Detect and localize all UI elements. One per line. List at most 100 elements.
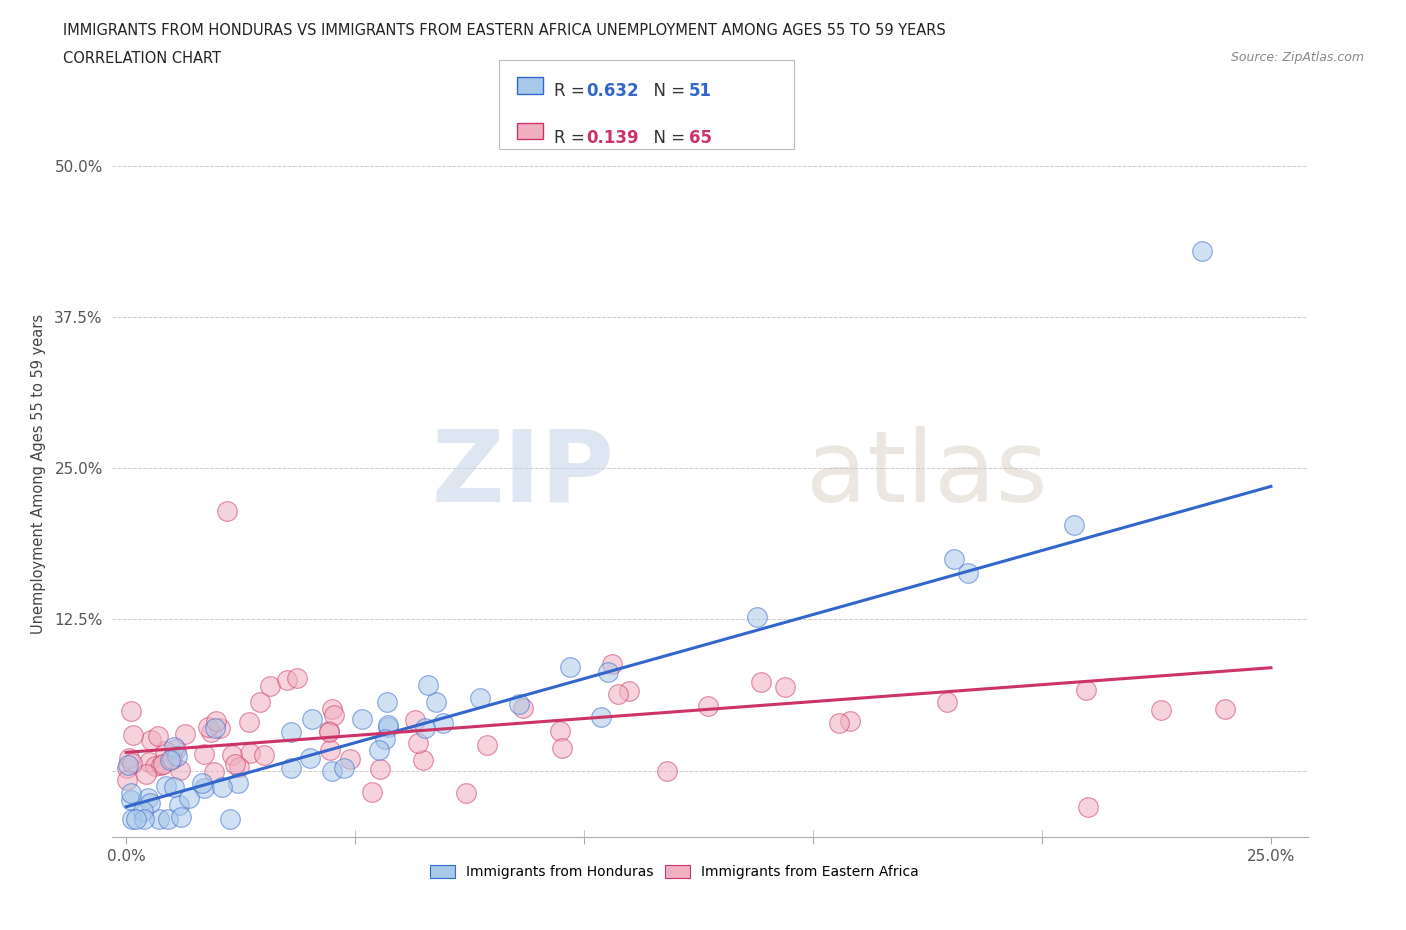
Point	[169, 763, 191, 777]
Point	[221, 747, 243, 762]
Point	[606, 686, 628, 701]
Text: R =: R =	[554, 82, 591, 100]
Text: R =: R =	[554, 129, 591, 147]
Point	[408, 736, 430, 751]
Text: 65: 65	[689, 129, 711, 147]
Point	[454, 786, 477, 801]
Point	[368, 743, 391, 758]
Point	[412, 752, 434, 767]
Point	[163, 780, 186, 795]
Text: 0.632: 0.632	[586, 82, 638, 100]
Point	[747, 609, 769, 624]
Text: 51: 51	[689, 82, 711, 100]
Point	[321, 764, 343, 778]
Text: N =: N =	[643, 82, 690, 100]
Point	[259, 678, 281, 693]
Point	[145, 759, 167, 774]
Point	[956, 565, 979, 580]
Point	[773, 679, 796, 694]
Point	[170, 809, 193, 824]
Point	[121, 728, 143, 743]
Text: N =: N =	[643, 129, 690, 147]
Point	[318, 724, 340, 738]
Point	[120, 786, 142, 801]
Point	[339, 751, 361, 766]
Point	[318, 724, 340, 739]
Point	[224, 757, 246, 772]
Point	[360, 785, 382, 800]
Point	[299, 751, 322, 765]
Point	[173, 726, 195, 741]
Text: 0.139: 0.139	[586, 129, 638, 147]
Point	[115, 761, 138, 776]
Point	[1077, 800, 1099, 815]
Point	[179, 791, 201, 806]
Point	[416, 678, 439, 693]
Point	[377, 718, 399, 733]
Point	[160, 751, 183, 766]
Point	[209, 721, 232, 736]
Point	[432, 716, 454, 731]
Point	[551, 740, 574, 755]
Point	[169, 797, 191, 812]
Y-axis label: Unemployment Among Ages 55 to 59 years: Unemployment Among Ages 55 to 59 years	[31, 314, 46, 634]
Point	[139, 732, 162, 747]
Point	[120, 704, 142, 719]
Point	[120, 792, 142, 807]
Point	[197, 720, 219, 735]
Point	[1150, 702, 1173, 717]
Point	[600, 657, 623, 671]
Point	[368, 762, 391, 777]
Point	[253, 748, 276, 763]
Point	[135, 766, 157, 781]
Point	[211, 779, 233, 794]
Point	[226, 776, 249, 790]
Text: IMMIGRANTS FROM HONDURAS VS IMMIGRANTS FROM EASTERN AFRICA UNEMPLOYMENT AMONG AG: IMMIGRANTS FROM HONDURAS VS IMMIGRANTS F…	[63, 23, 946, 38]
Point	[1213, 701, 1236, 716]
Point	[238, 714, 260, 729]
Point	[598, 665, 620, 680]
Point	[548, 724, 571, 738]
Point	[1191, 244, 1213, 259]
Point	[165, 741, 187, 756]
Point	[839, 714, 862, 729]
Point	[138, 754, 160, 769]
Point	[558, 659, 581, 674]
Point	[202, 764, 225, 779]
Point	[321, 702, 343, 717]
Point	[280, 761, 302, 776]
Point	[377, 720, 399, 735]
Point	[319, 743, 342, 758]
Point	[655, 764, 678, 778]
Point	[404, 713, 426, 728]
Point	[155, 779, 177, 794]
Point	[477, 737, 499, 752]
Point	[942, 551, 965, 566]
Point	[219, 811, 242, 827]
Legend: Immigrants from Honduras, Immigrants from Eastern Africa: Immigrants from Honduras, Immigrants fro…	[425, 859, 924, 884]
Point	[136, 790, 159, 805]
Point	[228, 760, 250, 775]
Point	[276, 672, 298, 687]
Point	[125, 811, 148, 827]
Point	[163, 739, 186, 754]
Point	[935, 695, 957, 710]
Point	[301, 711, 323, 726]
Point	[1063, 518, 1085, 533]
Text: ZIP: ZIP	[432, 426, 614, 523]
Point	[193, 780, 215, 795]
Point	[131, 804, 153, 818]
Point	[150, 758, 173, 773]
Point	[239, 746, 262, 761]
Point	[696, 698, 718, 713]
Point	[138, 795, 160, 810]
Point	[193, 746, 215, 761]
Point	[591, 710, 613, 724]
Point	[468, 690, 491, 705]
Point	[146, 729, 169, 744]
Point	[121, 756, 143, 771]
Text: CORRELATION CHART: CORRELATION CHART	[63, 51, 221, 66]
Point	[249, 695, 271, 710]
Text: atlas: atlas	[806, 426, 1047, 523]
Point	[159, 752, 181, 767]
